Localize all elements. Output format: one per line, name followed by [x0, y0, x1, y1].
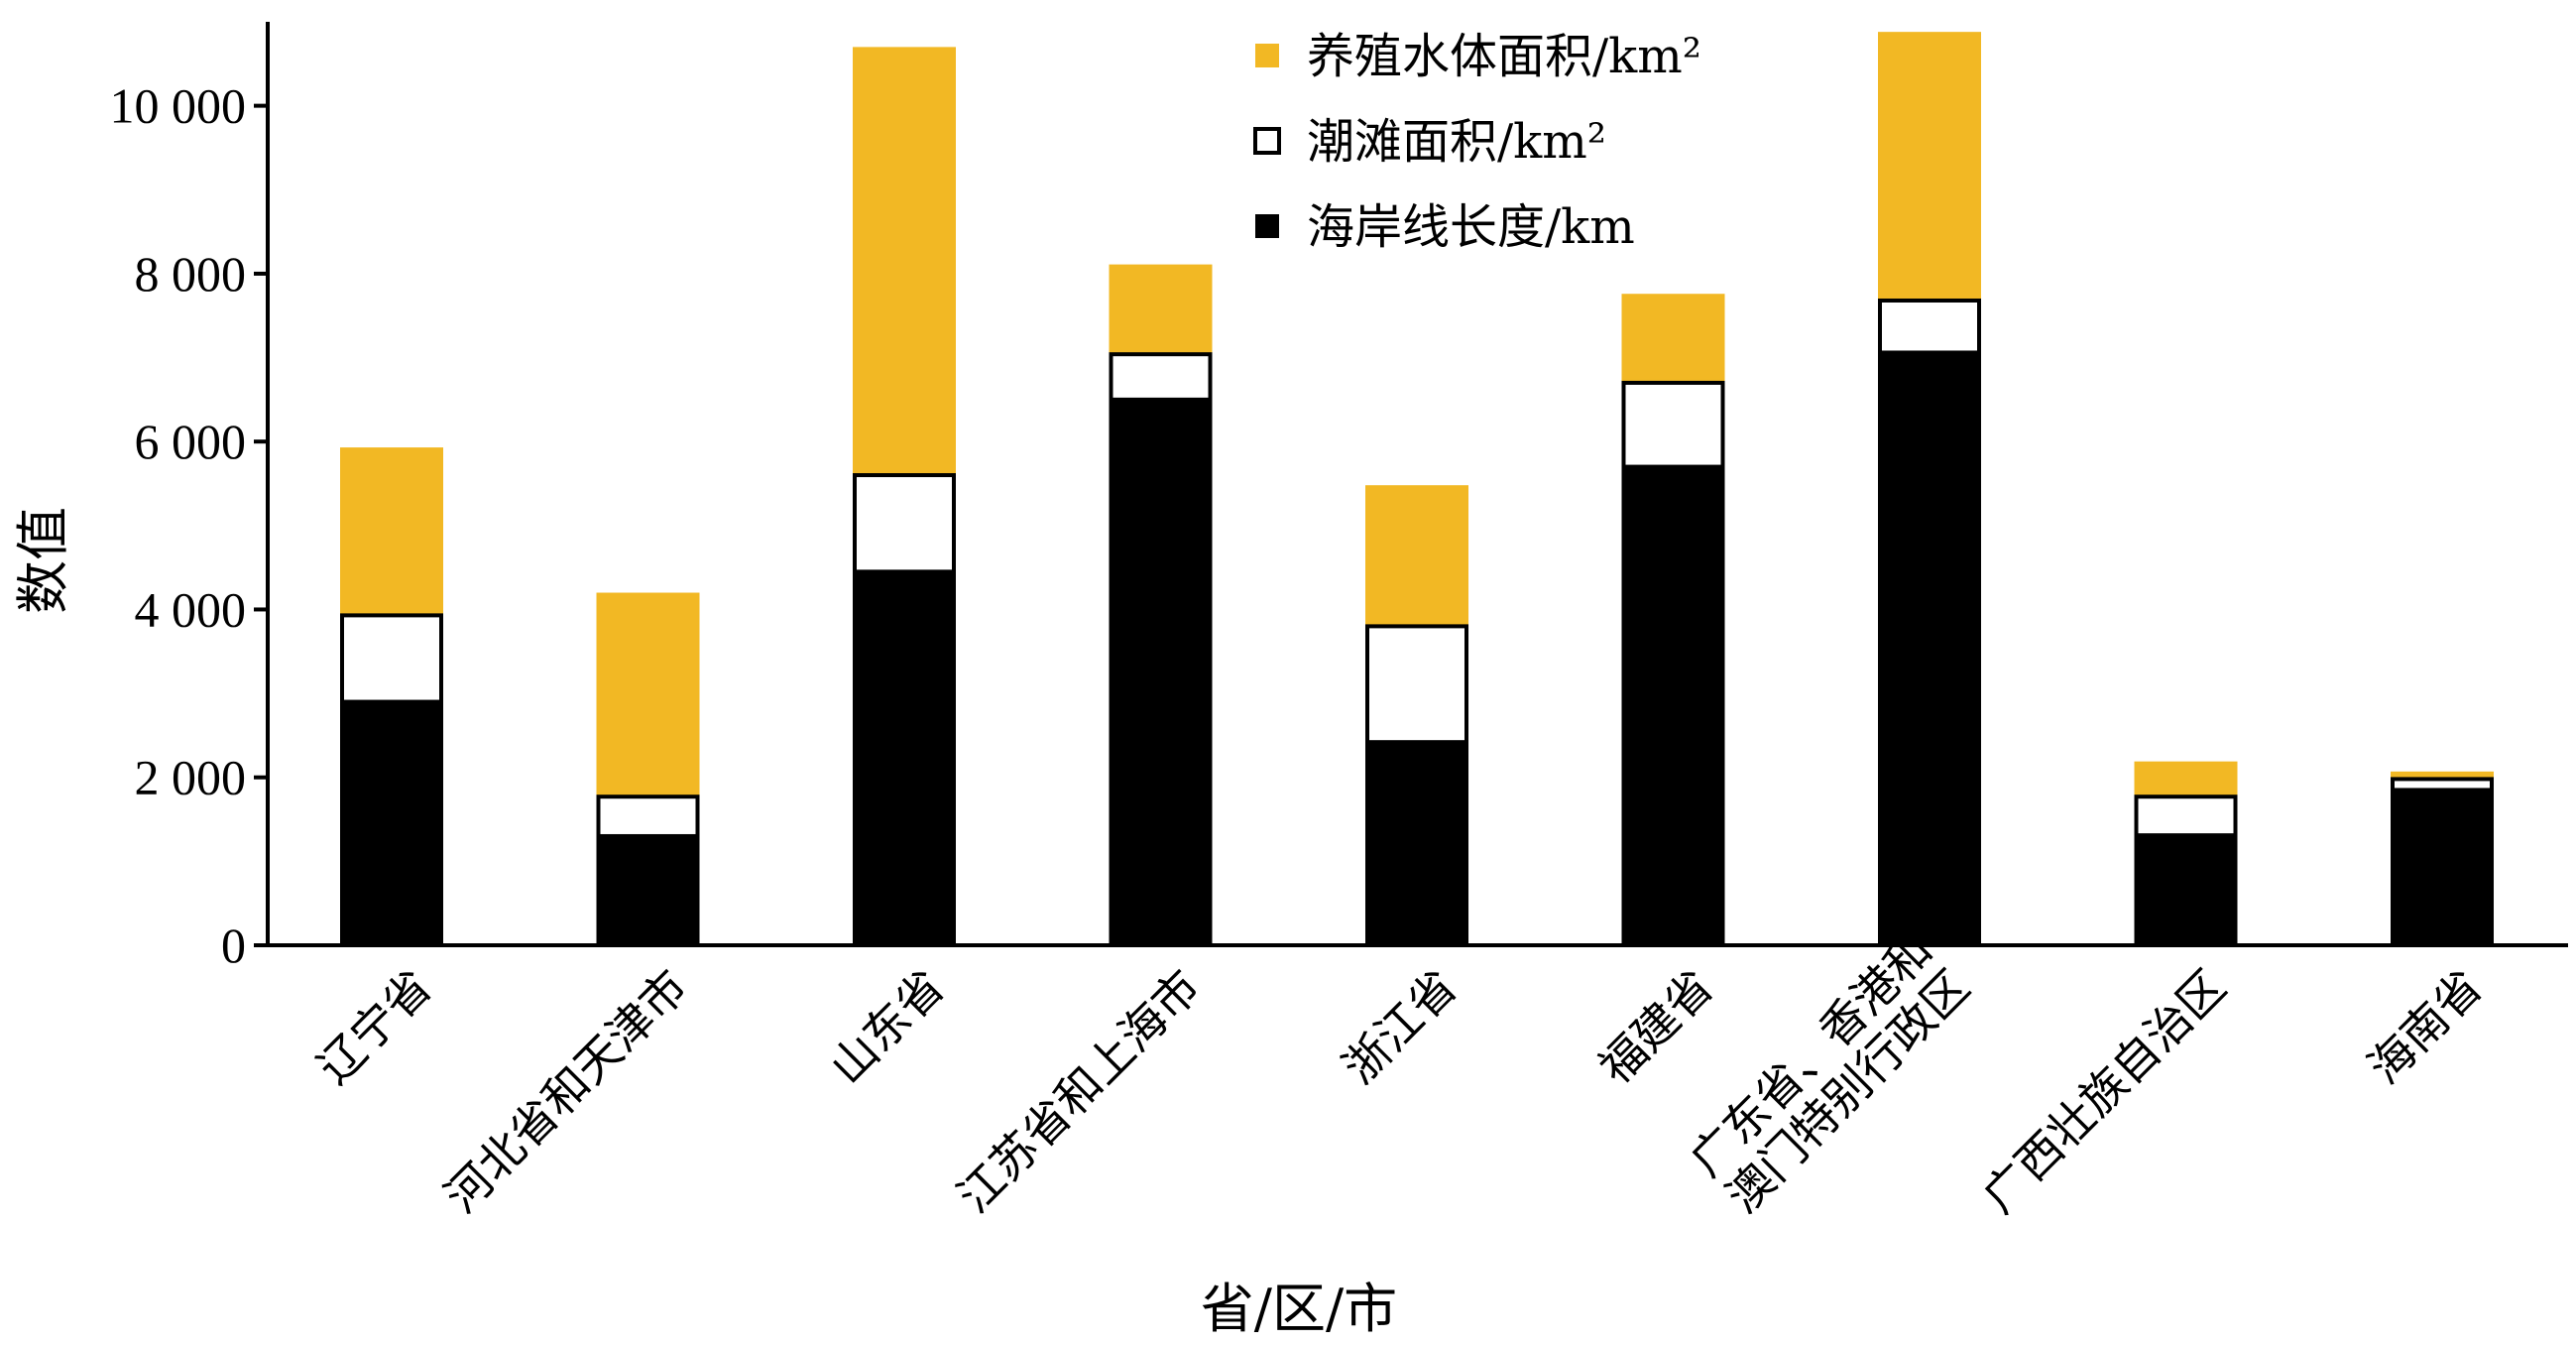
- x-tick-label: 广西壮族自治区: [1972, 959, 2236, 1223]
- y-tick-label: 4 000: [135, 581, 247, 637]
- bar-segment-coastline: [2134, 835, 2238, 945]
- bar-segment-coastline: [340, 701, 443, 945]
- y-axis-title: 数值: [12, 507, 74, 614]
- x-tick-label-line: 江苏省和上海市: [947, 959, 1211, 1223]
- bar-segment-aquaculture: [340, 447, 443, 616]
- bar-segment-coastline: [1109, 399, 1213, 945]
- x-axis-title: 省/区/市: [1201, 1278, 1397, 1340]
- bar-segment-tidal-flat: [853, 473, 956, 574]
- x-tick-label-line: 福建省: [1588, 959, 1723, 1094]
- legend-item: 海岸线长度/km: [1255, 199, 1635, 255]
- bar-segment-coastline: [2391, 790, 2494, 945]
- x-tick-label: 河北省和天津市: [434, 959, 698, 1223]
- legend-swatch: [1255, 44, 1279, 67]
- bar-segment-aquaculture: [2134, 761, 2238, 797]
- y-tick-label: 10 000: [110, 78, 247, 134]
- bar-segment-coastline: [1621, 466, 1725, 945]
- bar-segment-aquaculture: [1109, 264, 1213, 355]
- x-tick-label-line: 辽宁省: [307, 959, 442, 1094]
- legend-swatch: [1255, 214, 1279, 238]
- bar-segment-coastline: [596, 835, 700, 945]
- x-tick-label: 江苏省和上海市: [947, 959, 1211, 1223]
- legend-label: 海岸线长度/km: [1307, 199, 1635, 255]
- bar-segment-aquaculture: [1878, 32, 1981, 301]
- legend-item: 养殖水体面积/km²: [1255, 29, 1701, 84]
- x-tick-label-line: 海南省: [2358, 959, 2493, 1094]
- x-tick-label-line: 广西壮族自治区: [1972, 959, 2236, 1223]
- legend: 养殖水体面积/km² 潮滩面积/km² 海岸线长度/km: [1253, 29, 1701, 255]
- bar-segment-aquaculture: [2391, 771, 2494, 780]
- legend-label: 潮滩面积/km²: [1307, 114, 1606, 170]
- axes-layer: [266, 22, 2568, 947]
- y-tick-label: 8 000: [135, 246, 247, 302]
- y-tick-label: 2 000: [135, 750, 247, 805]
- bar-segment-aquaculture: [1365, 485, 1468, 627]
- y-ticks-layer: 0 2 000 4 000 6 000 8 000 10 000: [110, 78, 268, 973]
- bar-segment-tidal-flat: [1365, 624, 1468, 745]
- x-tick-label-line: 河北省和天津市: [434, 959, 698, 1223]
- bars-layer: [340, 32, 2494, 945]
- legend-label: 养殖水体面积/km²: [1307, 29, 1701, 84]
- x-tick-label: 海南省: [2358, 959, 2493, 1094]
- bar-segment-aquaculture: [853, 47, 956, 476]
- y-tick-label: 6 000: [135, 414, 247, 469]
- bar-segment-tidal-flat: [2134, 795, 2238, 838]
- x-tick-label: 福建省: [1588, 959, 1723, 1094]
- bar-segment-coastline: [1365, 742, 1468, 945]
- bar-segment-tidal-flat: [1109, 352, 1213, 402]
- bar-segment-aquaculture: [1621, 294, 1725, 383]
- bar-segment-tidal-flat: [2391, 777, 2494, 793]
- bar-segment-coastline: [1878, 352, 1981, 945]
- bar-segment-coastline: [853, 571, 956, 945]
- bar-segment-tidal-flat: [1878, 298, 1981, 355]
- x-tick-label: 山东省: [820, 959, 955, 1094]
- bar-segment-tidal-flat: [596, 795, 700, 838]
- x-tick-label: 辽宁省: [307, 959, 442, 1094]
- x-tick-label: 浙江省: [1333, 959, 1467, 1094]
- bar-segment-tidal-flat: [1621, 380, 1725, 469]
- y-tick-label: 0: [221, 917, 246, 973]
- legend-item: 潮滩面积/km²: [1253, 114, 1606, 170]
- x-tick-label-line: 浙江省: [1333, 959, 1467, 1094]
- bar-segment-aquaculture: [596, 592, 700, 797]
- legend-swatch: [1253, 127, 1281, 155]
- bar-segment-tidal-flat: [340, 613, 443, 704]
- x-tick-label-line: 山东省: [820, 959, 955, 1094]
